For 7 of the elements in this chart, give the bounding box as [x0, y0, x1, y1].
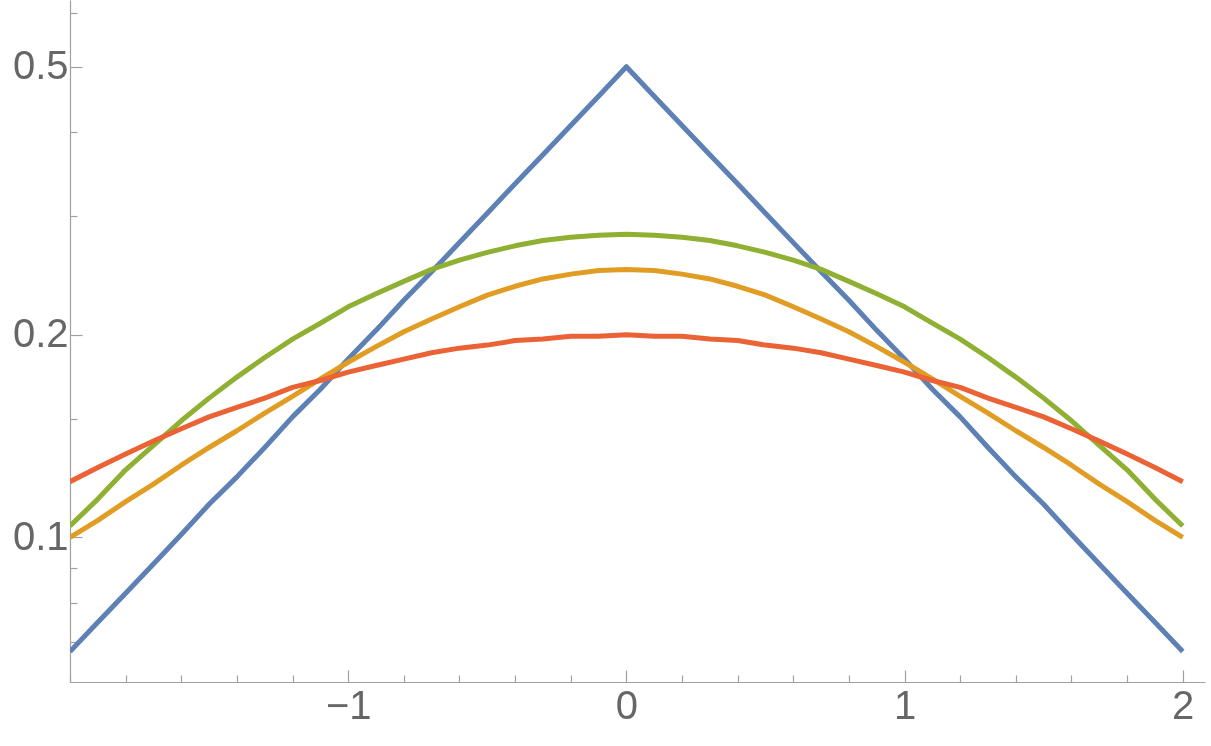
y-tick-label: 0.2 — [12, 311, 69, 356]
y-tick-label: 0.1 — [12, 513, 69, 558]
x-tick-label: 2 — [1172, 682, 1195, 727]
x-tick-label: 1 — [893, 682, 917, 727]
x-tick-label: −1 — [325, 682, 372, 727]
x-tick-label: 0 — [615, 682, 638, 727]
y-tick-label: 0.5 — [12, 43, 69, 88]
